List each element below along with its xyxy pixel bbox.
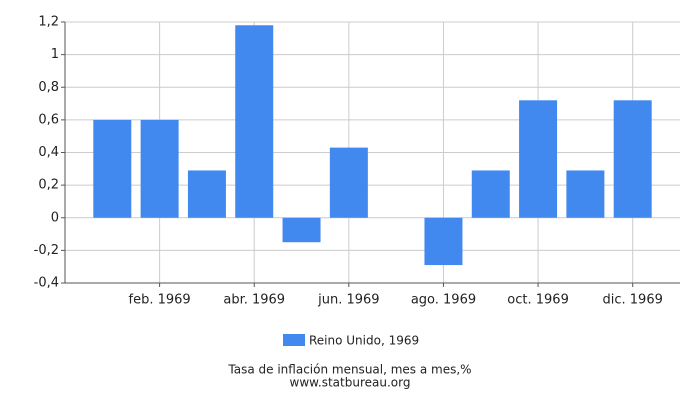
y-tick-label: 0,4: [38, 145, 59, 160]
x-tick-label: dic. 1969: [603, 293, 663, 308]
x-tick-label: abr. 1969: [223, 293, 285, 308]
footer-title: Tasa de inflación mensual, mes a mes,%: [227, 363, 471, 377]
footer-source: www.statbureau.org: [290, 376, 411, 390]
legend-swatch: [283, 334, 305, 346]
bar: [93, 119, 132, 218]
bar: [187, 170, 226, 218]
bar: [519, 100, 558, 218]
y-tick-label: 1: [51, 47, 59, 62]
legend-label: Reino Unido, 1969: [309, 334, 419, 348]
bar: [282, 217, 321, 243]
y-tick-label: 0,2: [38, 178, 59, 193]
y-tick-label: -0,2: [34, 243, 59, 258]
x-tick-label: ago. 1969: [411, 293, 476, 308]
x-tick-label: oct. 1969: [507, 293, 569, 308]
y-tick-label: -0,4: [34, 276, 59, 291]
x-tick-label: feb. 1969: [129, 293, 191, 308]
bar: [613, 100, 652, 218]
y-tick-label: 0,8: [38, 80, 59, 95]
bar: [566, 170, 605, 218]
bar: [471, 170, 510, 218]
bar: [140, 119, 179, 218]
y-tick-label: 1,2: [38, 15, 59, 30]
bar: [329, 147, 368, 218]
y-tick-label: 0: [51, 210, 59, 225]
bar: [235, 25, 274, 218]
x-tick-label: jun. 1969: [317, 293, 379, 308]
y-tick-label: 0,6: [38, 112, 59, 127]
bar: [424, 217, 463, 266]
